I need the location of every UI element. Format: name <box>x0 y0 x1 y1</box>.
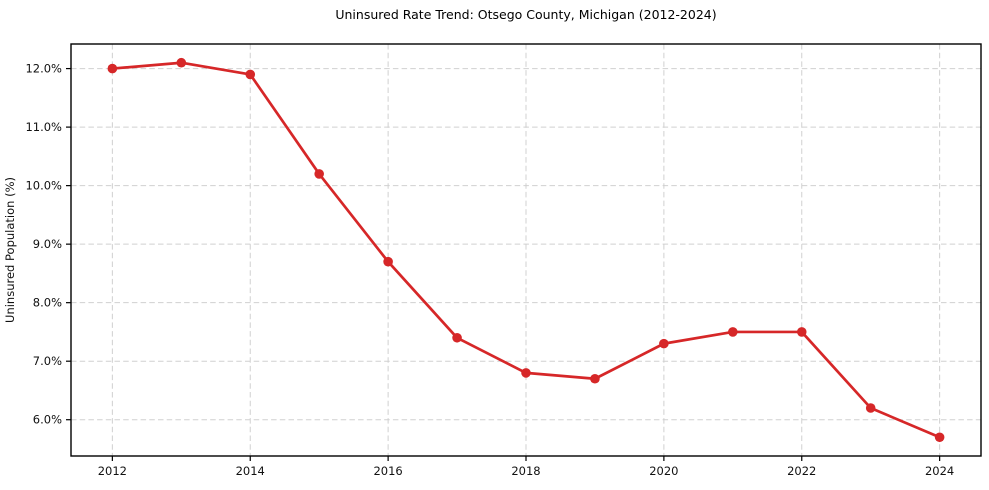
y-tick-label: 6.0% <box>33 413 62 427</box>
trend-line-series <box>107 57 945 443</box>
data-point-marker <box>383 256 393 267</box>
data-point-marker <box>659 338 669 349</box>
x-tick-label: 2012 <box>98 464 127 478</box>
y-tick-label: 8.0% <box>33 296 62 310</box>
data-point-marker <box>728 327 738 337</box>
data-point-marker <box>245 69 256 80</box>
data-point-marker <box>452 332 462 343</box>
x-tick-label: 2022 <box>787 464 816 478</box>
x-tick-label: 2024 <box>925 464 954 478</box>
grid-layer <box>71 44 981 456</box>
y-tick-label: 9.0% <box>33 237 62 251</box>
data-point-marker <box>176 57 187 68</box>
x-tick-label: 2016 <box>373 464 402 478</box>
data-point-marker <box>314 169 324 179</box>
x-tick-label: 2018 <box>511 464 540 478</box>
y-tick-label: 11.0% <box>25 120 62 134</box>
data-point-marker <box>521 368 531 378</box>
axis-layer <box>66 43 982 461</box>
data-point-marker <box>796 327 807 337</box>
y-tick-label: 12.0% <box>25 62 62 76</box>
tick-label-layer: 6.0% 7.0% 8.0% 9.0% 10.0% 11.0% 12.0% 2012 2014 2… <box>25 62 954 478</box>
data-point-marker <box>590 373 600 384</box>
data-point-marker <box>934 432 945 443</box>
y-tick-label: 10.0% <box>25 179 62 193</box>
x-tick-label: 2014 <box>236 464 265 478</box>
y-axis-title: Uninsured Population (%) <box>3 177 17 323</box>
data-point-marker <box>865 403 876 413</box>
chart-title: Uninsured Rate Trend: Otsego County, Mic… <box>335 7 717 22</box>
y-tick-label: 7.0% <box>33 354 62 368</box>
x-tick-label: 2020 <box>649 464 678 478</box>
data-point-marker <box>107 63 118 74</box>
